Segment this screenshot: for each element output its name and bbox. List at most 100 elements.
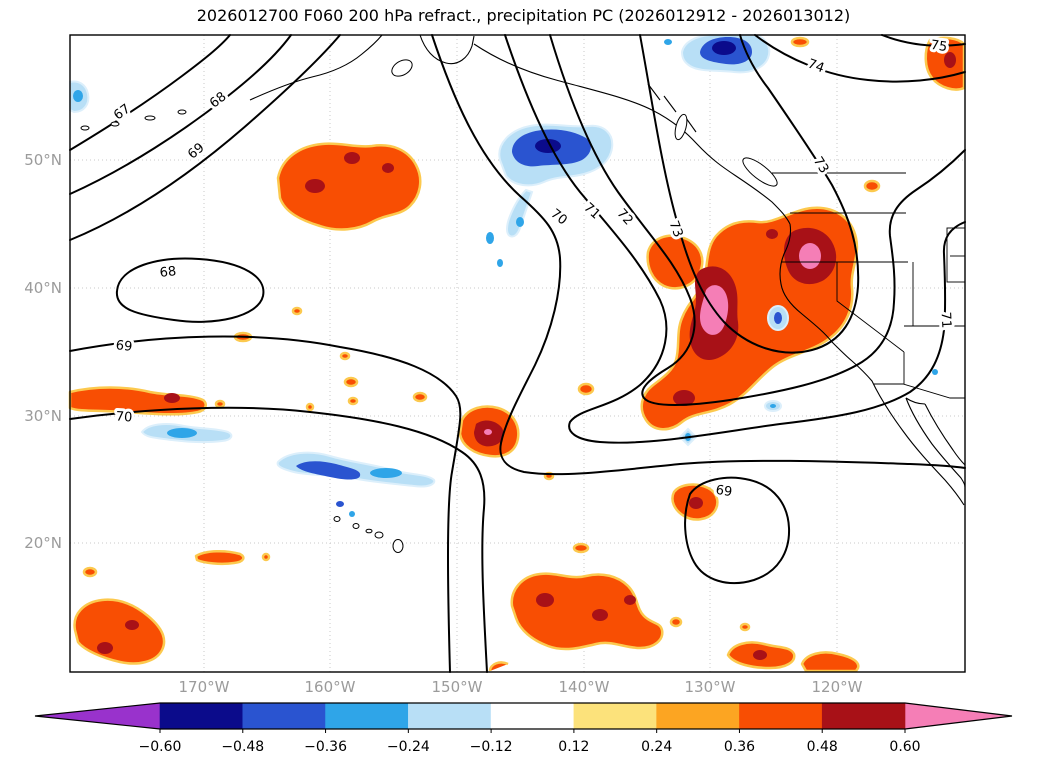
positive-anomaly-region (68, 386, 207, 416)
negative-core (296, 461, 361, 480)
contour-label: 68 (159, 264, 177, 281)
colorbar-segment (656, 703, 740, 729)
colorbar-segment (821, 703, 906, 729)
mexico-mainland-coast (924, 403, 966, 466)
negative-speck (486, 232, 494, 244)
lat-tick-label: 20°N (24, 534, 62, 552)
bc-coast (473, 43, 791, 225)
colorbar: −0.60 −0.48 −0.36 −0.24 −0.12 0.12 0.24 0.36 0.4… (34, 702, 1013, 755)
strong-core (753, 650, 767, 660)
contour-label: 70 (115, 409, 133, 425)
plot-border (69, 34, 966, 673)
contour-67 (69, 34, 231, 151)
colorbar-segment (325, 703, 409, 729)
negative-speck (932, 369, 938, 375)
extreme-core-pink (484, 429, 492, 435)
strong-core (125, 620, 139, 630)
contour-lines (69, 34, 966, 673)
strong-core (592, 609, 608, 621)
inset-box (946, 227, 966, 283)
colorbar-tick-label: −0.60 (139, 739, 182, 755)
contour-label: 67 (111, 101, 133, 123)
colorbar-tick-label: −0.36 (304, 739, 347, 755)
colorbar-tick-label: 0.48 (807, 739, 838, 755)
colorbar-tick-label: 0.60 (889, 739, 920, 755)
negative-core (774, 312, 782, 324)
us-west-coast (779, 223, 965, 506)
colorbar-segment (159, 703, 244, 729)
strong-core (766, 229, 778, 239)
aleutian-islands (80, 102, 220, 131)
lon-tick-label: 150°W (432, 678, 483, 696)
negative-core (167, 428, 197, 438)
colorbar-under-arrow (35, 703, 160, 729)
negative-anomaly-region (276, 451, 436, 488)
colorbar-tick-label: 0.12 (558, 739, 589, 755)
lon-tick-label: 140°W (559, 678, 610, 696)
strong-core (305, 179, 325, 193)
positive-anomaly-region (73, 598, 166, 665)
political-borders (772, 172, 966, 399)
strong-core (382, 163, 394, 173)
contour-75 (881, 34, 966, 47)
colorbar-segment (739, 703, 823, 729)
colorbar-tick-label: −0.24 (387, 739, 430, 755)
colorbar-segment (490, 703, 575, 729)
strong-core (689, 497, 703, 509)
gulf-of-california-head (905, 397, 926, 405)
positive-anomaly-region (800, 651, 860, 673)
strong-core (164, 393, 180, 403)
positive-anomaly-region (646, 234, 704, 290)
contour-69-closed-low (684, 476, 791, 585)
positive-anomaly-region (194, 550, 245, 566)
negative-speck (349, 511, 355, 517)
hawaiian-islands (333, 516, 404, 553)
contour-label: 69 (115, 338, 133, 355)
colorbar-body: −0.60 −0.48 −0.36 −0.24 −0.12 0.12 0.24 0.36 0.4… (34, 702, 1013, 755)
colorbar-tick-label: 0.36 (724, 739, 755, 755)
alaska-peninsula-coast (249, 34, 383, 101)
coastlines (80, 34, 966, 553)
negative-anomaly-tail (506, 188, 534, 238)
lon-tick-label: 170°W (179, 678, 230, 696)
contour-label: 71 (938, 311, 954, 328)
positive-anomaly-region (510, 572, 664, 651)
negative-speck (770, 404, 776, 408)
lon-tick-label: 160°W (305, 678, 356, 696)
colorbar-segment (573, 703, 657, 729)
state-border (836, 262, 905, 353)
small-anomaly-specks (82, 36, 881, 632)
contour-70-west (69, 406, 488, 673)
colorbar-segment (408, 703, 492, 729)
us-mexico-border (874, 383, 965, 399)
strong-core (944, 52, 956, 68)
strong-core (536, 593, 554, 607)
contour-72 (549, 34, 966, 406)
extreme-core-pink (799, 243, 821, 269)
negative-core-strong (535, 139, 561, 153)
baja-east-coast (905, 397, 966, 488)
vancouver-island (742, 157, 778, 187)
colorbar-tick-label: −0.12 (470, 739, 513, 755)
axis-tick-labels: 50°N 40°N 30°N 20°N 170°W 160°W 150°W 140°W 130°… (24, 151, 862, 696)
contour-label: 70 (548, 206, 570, 228)
negative-core (370, 468, 402, 478)
negative-core-strong (712, 41, 736, 55)
contour-71 (504, 34, 966, 444)
lat-tick-label: 40°N (24, 279, 62, 297)
contour-label: 68 (207, 89, 229, 111)
colorbar-tick-label: 0.24 (641, 739, 672, 755)
colorbar-tick-label: −0.48 (221, 739, 264, 755)
strong-core (673, 390, 695, 406)
chart-title: 2026012700 F060 200 hPa refract., precip… (196, 6, 851, 25)
negative-speck (336, 501, 344, 507)
gulf-of-alaska-coast (419, 34, 475, 65)
contour-68-closed (115, 257, 265, 323)
strong-core (624, 595, 636, 605)
contour-69 (69, 34, 341, 241)
contour-74 (754, 34, 966, 83)
contour-69-long (69, 335, 462, 673)
negative-speck (516, 217, 524, 227)
lat-tick-label: 30°N (24, 407, 62, 425)
